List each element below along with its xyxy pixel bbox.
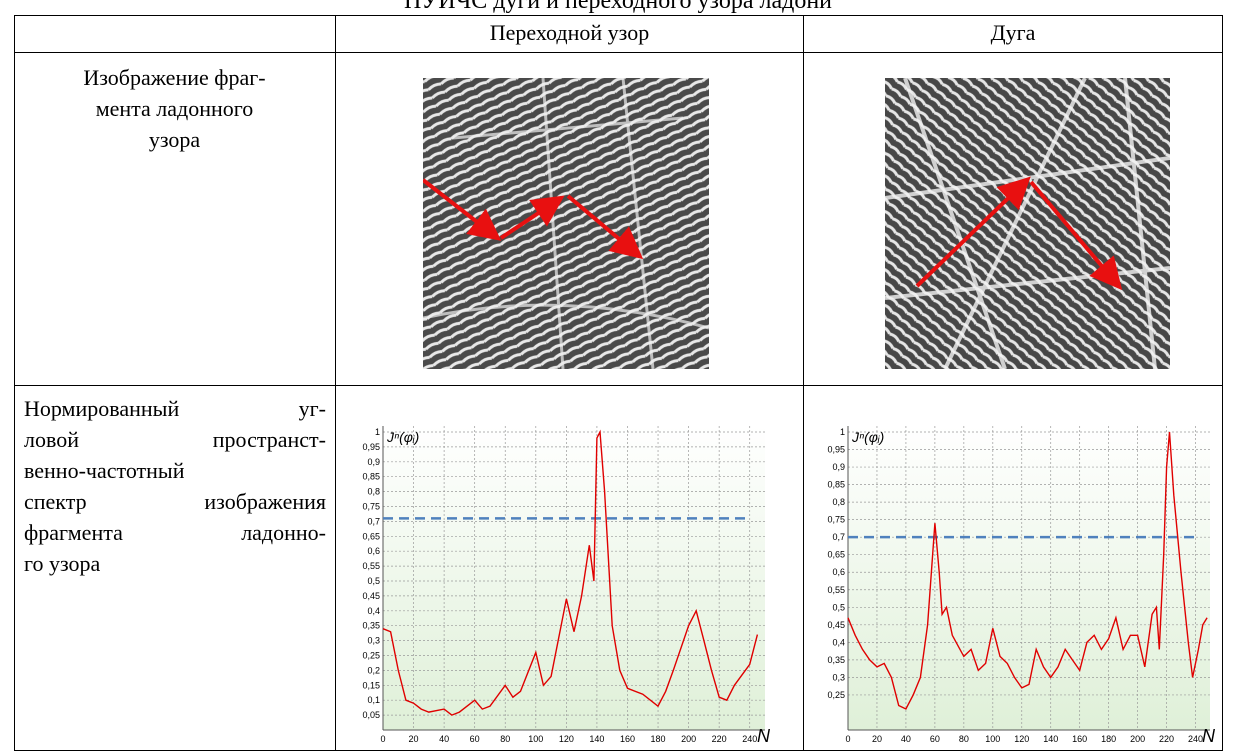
x-tick-label: 180 (651, 734, 666, 744)
table-border (14, 52, 1223, 53)
y-tick-label: 0,75 (362, 502, 380, 512)
y-tick-label: 0,55 (362, 561, 380, 571)
x-tick-label: 220 (712, 734, 727, 744)
y-tick-label: 0,7 (367, 516, 380, 526)
text-line: спектр изображения (24, 489, 326, 514)
spectrum-line (382, 429, 759, 716)
y-tick-label: 0,65 (827, 550, 845, 560)
text-line: венно-частотный (24, 458, 185, 483)
row-label: Изображение фраг-мента ладонного узора (20, 62, 329, 155)
y-tick-label: 0,15 (362, 680, 380, 690)
x-tick-label: 40 (901, 734, 911, 744)
x-tick-label: 80 (500, 734, 510, 744)
y-tick-label: 0,2 (367, 665, 380, 675)
table-border (803, 15, 804, 751)
y-tick-label: 0,6 (367, 546, 380, 556)
table-border (1222, 15, 1223, 751)
y-tick-label: 0,6 (832, 567, 845, 577)
y-tick-label: 0,3 (367, 636, 380, 646)
x-tick-label: 220 (1159, 734, 1174, 744)
x-tick-label: 200 (1130, 734, 1145, 744)
table-border (14, 15, 1223, 16)
x-tick-label: 0 (380, 734, 385, 744)
column-header: Дуга (990, 20, 1036, 45)
y-tick-label: 0,35 (827, 655, 845, 665)
page-title: ПУИЧС дуги и переходного узора ладони (403, 0, 833, 14)
y-tick-label: 0,1 (367, 695, 380, 705)
y-tick-label: 0,75 (827, 515, 845, 525)
table-border (14, 385, 1223, 386)
x-tick-label: 100 (528, 734, 543, 744)
text-line: го узора (24, 551, 101, 576)
x-tick-label: 40 (439, 734, 449, 744)
palm-image (885, 78, 1170, 369)
x-tick-label: 0 (845, 734, 850, 744)
y-tick-label: 0,4 (367, 606, 380, 616)
y-tick-label: 0,8 (367, 487, 380, 497)
row-label: Нормированный уг-ловой пространст-венно-… (24, 393, 326, 579)
x-tick-label: 80 (959, 734, 969, 744)
x-tick-label: 240 (1188, 734, 1203, 744)
x-tick-label: 100 (985, 734, 1000, 744)
x-tick-label: 180 (1101, 734, 1116, 744)
x-tick-label: 160 (620, 734, 635, 744)
y-tick-label: 0,25 (827, 690, 845, 700)
x-tick-label: 240 (742, 734, 757, 744)
y-tick-label: 0,8 (832, 497, 845, 507)
x-tick-label: 120 (1014, 734, 1029, 744)
y-tick-label: 0,85 (362, 472, 380, 482)
y-tick-label: 0,4 (832, 637, 845, 647)
y-tick-label: 0,95 (827, 445, 845, 455)
table-border (335, 15, 336, 751)
y-tick-label: 0,65 (362, 531, 380, 541)
x-tick-label: 160 (1072, 734, 1087, 744)
x-tick-label: 120 (559, 734, 574, 744)
y-axis-label: Jⁿ(φᵢ) (386, 429, 419, 445)
y-tick-label: 0,5 (367, 576, 380, 586)
text-line: Изображение фраг- (83, 65, 266, 90)
y-tick-label: 0,25 (362, 651, 380, 661)
y-tick-label: 0,55 (827, 585, 845, 595)
text-line: узора (148, 127, 201, 152)
y-tick-label: 0,45 (827, 620, 845, 630)
y-axis-label: Jⁿ(φᵢ) (851, 429, 884, 445)
y-tick-label: 1 (375, 427, 380, 437)
x-axis-label: N (1202, 726, 1216, 746)
y-tick-label: 0,95 (362, 442, 380, 452)
x-tick-label: 60 (930, 734, 940, 744)
table-border (14, 15, 15, 751)
y-tick-label: 0,85 (827, 480, 845, 490)
x-tick-label: 20 (872, 734, 882, 744)
y-tick-label: 0,5 (832, 602, 845, 612)
spectrum-line (847, 431, 1208, 710)
plot-area (848, 426, 1210, 730)
y-tick-label: 0,9 (367, 457, 380, 467)
y-tick-label: 0,05 (362, 710, 380, 720)
text-line: ловой пространст- (24, 427, 326, 452)
plot-area (383, 426, 765, 730)
y-tick-label: 1 (840, 427, 845, 437)
y-tick-label: 0,35 (362, 621, 380, 631)
text-line: мента ладонного (95, 96, 254, 121)
spectrum-chart: 0,05 0,1 0,15 0,2 0,25 0,3 0,35 0,4 0,45 0,5 0,55 0… (362, 426, 771, 746)
x-tick-label: 60 (470, 734, 480, 744)
column-header: Переходной узор (489, 20, 650, 45)
palm-image (423, 78, 709, 369)
x-tick-label: 140 (589, 734, 604, 744)
x-axis-label: N (757, 726, 771, 746)
x-tick-label: 200 (681, 734, 696, 744)
x-tick-label: 20 (409, 734, 419, 744)
x-tick-label: 140 (1043, 734, 1058, 744)
y-tick-label: 0,3 (832, 672, 845, 682)
spectrum-chart: 0,25 0,3 0,35 0,4 0,45 0,5 0,55 0,6 0,65 0,7 0,75 0… (827, 426, 1216, 746)
y-tick-label: 0,45 (362, 591, 380, 601)
y-tick-label: 0,7 (832, 532, 845, 542)
text-line: фрагмента ладонно- (24, 520, 326, 545)
text-line: Нормированный уг- (24, 396, 326, 421)
y-tick-label: 0,9 (832, 462, 845, 472)
